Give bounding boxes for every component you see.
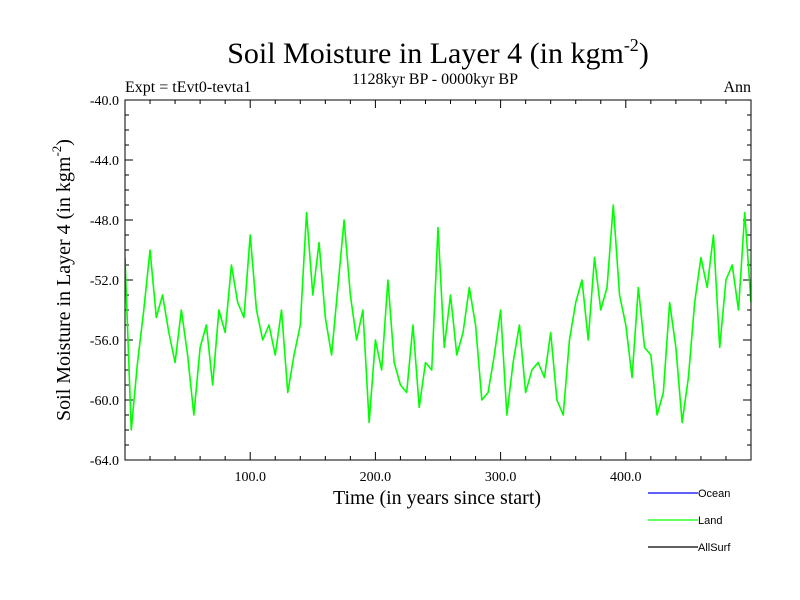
legend-label-allsurf: AllSurf xyxy=(698,542,731,554)
chart-title: Soil Moisture in Layer 4 (in kgm-2) xyxy=(227,35,649,70)
series-line-land xyxy=(125,204,751,431)
y-axis-label: Soil Moisture in Layer 4 (in kgm-2) xyxy=(49,139,75,421)
x-tick-label: 100.0 xyxy=(234,470,266,485)
subtitle-time-range: 1128kyr BP - 0000kyr BP xyxy=(352,71,518,88)
axis-ticks xyxy=(125,99,752,461)
subtitle-experiment: Expt = tEvt0-tevta1 xyxy=(125,79,251,96)
x-tick-labels: 100.0 200.0 300.0 400.0 xyxy=(234,470,641,485)
legend: Ocean Land AllSurf xyxy=(648,488,731,554)
legend-label-land: Land xyxy=(698,515,722,527)
y-tick-label: -44.0 xyxy=(90,154,119,169)
legend-label-ocean: Ocean xyxy=(698,488,730,500)
plot-frame xyxy=(124,99,752,461)
y-tick-labels: -40.0 -44.0 -48.0 -52.0 -56.0 -60.0 -64.0 xyxy=(90,94,119,469)
y-tick-label: -60.0 xyxy=(90,394,119,409)
y-tick-label: -52.0 xyxy=(90,274,119,289)
x-tick-label: 400.0 xyxy=(610,470,642,485)
subtitle-season: Ann xyxy=(723,79,751,96)
x-tick-label: 200.0 xyxy=(360,470,392,485)
y-tick-label: -40.0 xyxy=(90,94,119,109)
series-group xyxy=(125,204,751,431)
x-tick-label: 300.0 xyxy=(485,470,517,485)
y-tick-label: -48.0 xyxy=(90,214,119,229)
x-axis-label: Time (in years since start) xyxy=(333,487,541,509)
y-tick-label: -56.0 xyxy=(90,334,119,349)
y-tick-label: -64.0 xyxy=(90,454,119,469)
